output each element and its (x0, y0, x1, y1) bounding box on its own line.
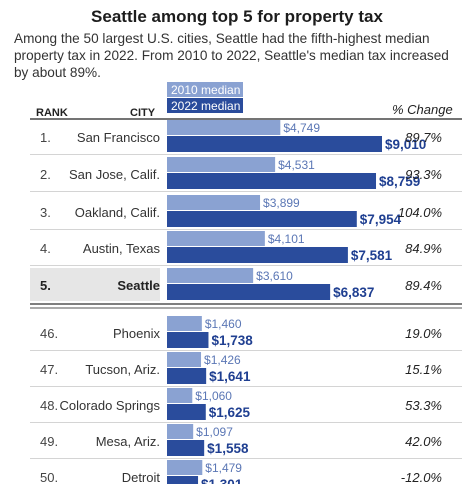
rank-label: 4. (40, 241, 51, 256)
table-row: 46. Phoenix $1,460 $1,738 19.0% (30, 316, 462, 351)
city-label: Tucson, Ariz. (85, 362, 160, 377)
bar-2010 (167, 268, 254, 283)
value-label-2022: $1,738 (211, 333, 253, 348)
highlight-band (30, 268, 160, 301)
legend-label-2010: 2010 median (171, 83, 240, 97)
legend: 2010 median 2022 median (167, 82, 243, 113)
rank-label: 3. (40, 205, 51, 220)
table-row: 50. Detroit $1,479 $1,301 -12.0% (40, 460, 442, 484)
change-label: 93.3% (405, 167, 442, 182)
rank-label: 2. (40, 167, 51, 182)
value-label-2010: $3,610 (256, 269, 293, 283)
bar-2022 (167, 173, 377, 189)
value-label-2010: $1,460 (205, 317, 242, 331)
value-label-2010: $4,749 (283, 121, 320, 135)
value-label-2022: $1,625 (209, 405, 251, 420)
value-label-2022: $7,954 (360, 212, 402, 227)
city-label: Austin, Texas (83, 241, 161, 256)
value-label-2010: $3,899 (263, 196, 300, 210)
value-label-2022: $8,759 (379, 174, 420, 189)
city-label: Oakland, Calif. (75, 205, 160, 220)
city-label: San Francisco (77, 130, 160, 145)
rank-header: RANK (36, 107, 68, 119)
value-label-2010: $1,060 (195, 389, 232, 403)
bar-2022 (167, 476, 199, 484)
chart-title: Seattle among top 5 for property tax (91, 7, 383, 26)
value-label-2010: $1,479 (205, 461, 242, 475)
value-label-2022: $6,837 (333, 285, 374, 300)
bar-2010 (167, 231, 265, 246)
bar-2022 (167, 332, 209, 348)
rank-label: 48. (40, 398, 58, 413)
rank-label: 50. (40, 470, 58, 484)
change-label: 53.3% (405, 398, 442, 413)
table-row: 4. Austin, Texas $4,101 $7,581 84.9% (30, 231, 462, 266)
value-label-2022: $9,010 (385, 137, 426, 152)
value-label-2010: $1,097 (196, 425, 233, 439)
city-label: Colorado Springs (60, 398, 161, 413)
city-label: Mesa, Ariz. (96, 434, 160, 449)
rank-label: 1. (40, 130, 51, 145)
table-row: 48. Colorado Springs $1,060 $1,625 53.3% (30, 388, 462, 423)
value-label-2010: $4,531 (278, 158, 315, 172)
change-label: -12.0% (401, 470, 442, 484)
bar-2022 (167, 284, 331, 300)
bar-2022 (167, 440, 205, 456)
bar-2010 (167, 316, 202, 331)
change-label: 89.4% (405, 278, 442, 293)
bar-2022 (167, 247, 348, 263)
change-label: 84.9% (405, 241, 442, 256)
change-label: 19.0% (405, 326, 442, 341)
table-row: 5. Seattle $3,610 $6,837 89.4% (40, 268, 442, 300)
legend-swatch-2010 (167, 82, 243, 97)
rank-label: 49. (40, 434, 58, 449)
change-header: % Change (392, 102, 453, 117)
change-label: 42.0% (405, 434, 442, 449)
city-label: Detroit (122, 470, 161, 484)
change-label: 104.0% (398, 205, 442, 220)
change-label: 15.1% (405, 362, 442, 377)
chart-subtitle: Among the 50 largest U.S. cities, Seattl… (14, 31, 449, 80)
bar-2010 (167, 388, 193, 403)
bar-2010 (167, 195, 261, 210)
bar-2022 (167, 368, 207, 384)
bar-2010 (167, 424, 194, 439)
table-row: 49. Mesa, Ariz. $1,097 $1,558 42.0% (30, 424, 462, 459)
city-label: Seattle (117, 278, 160, 293)
table-row: 47. Tucson, Ariz. $1,426 $1,641 15.1% (30, 352, 462, 387)
bar-2022 (167, 211, 357, 227)
value-label-2022: $7,581 (351, 248, 393, 263)
rank-label: 5. (40, 278, 51, 293)
bar-2022 (167, 136, 382, 152)
value-label-2022: $1,301 (201, 477, 243, 484)
change-label: 89.7% (405, 130, 442, 145)
value-label-2022: $1,641 (209, 369, 251, 384)
value-label-2010: $4,101 (268, 232, 305, 246)
bar-2010 (167, 460, 203, 475)
value-label-2022: $1,558 (207, 441, 249, 456)
rank-label: 46. (40, 326, 58, 341)
legend-label-2022: 2022 median (171, 99, 240, 113)
bar-2010 (167, 352, 202, 367)
legend-swatch-2022 (167, 98, 243, 113)
rank-label: 47. (40, 362, 58, 377)
city-label: Phoenix (113, 326, 160, 341)
bar-2010 (167, 157, 276, 172)
bar-2022 (167, 404, 206, 420)
city-label: San Jose, Calif. (69, 167, 160, 182)
bar-2010 (167, 120, 281, 135)
value-label-2010: $1,426 (204, 353, 241, 367)
city-header: CITY (130, 107, 156, 119)
